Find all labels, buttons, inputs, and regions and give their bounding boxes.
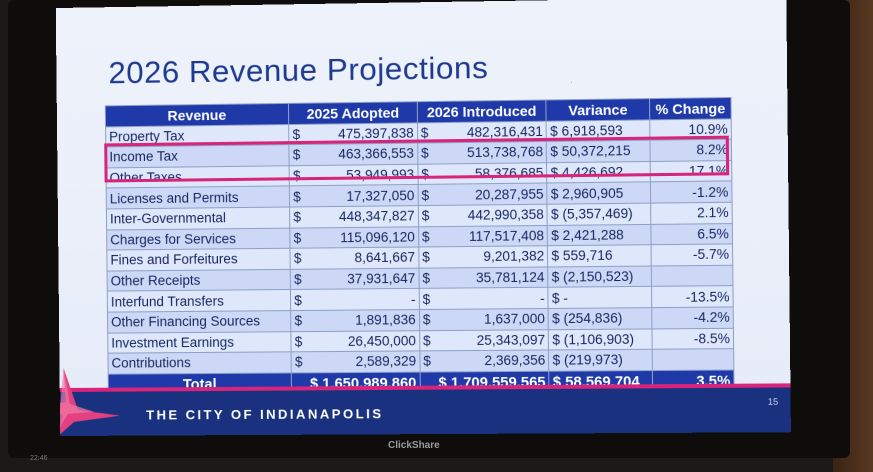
row-pct-change: 8.2% bbox=[650, 139, 732, 161]
row-currency-adopted: $ bbox=[291, 290, 310, 311]
header-2025-adopted: 2025 Adopted bbox=[289, 102, 418, 124]
row-variance: $ (254,836) bbox=[548, 308, 652, 330]
row-pct-change: 10.9% bbox=[650, 118, 732, 140]
row-name: Investment Earnings bbox=[108, 331, 292, 353]
row-currency-adopted: $ bbox=[291, 310, 310, 331]
row-variance: $ 559,716 bbox=[548, 245, 652, 267]
row-variance: $ 2,960,905 bbox=[547, 182, 651, 204]
row-currency-adopted: $ bbox=[290, 186, 309, 207]
row-variance: $ 6,918,593 bbox=[546, 119, 650, 141]
row-currency-introduced: $ bbox=[417, 143, 436, 164]
row-introduced: - bbox=[438, 288, 549, 310]
row-name: Other Financing Sources bbox=[107, 311, 291, 333]
row-introduced: 1,637,000 bbox=[438, 308, 549, 330]
row-currency-adopted: $ bbox=[290, 227, 309, 248]
row-pct-change: -5.7% bbox=[651, 244, 733, 266]
row-introduced: 58,376,685 bbox=[436, 163, 547, 185]
row-adopted: 1,891,836 bbox=[309, 309, 419, 331]
row-currency-introduced: $ bbox=[418, 205, 437, 226]
row-variance: $ (219,973) bbox=[549, 349, 653, 371]
row-pct-change: -8.5% bbox=[652, 328, 734, 350]
slide-title: 2026 Revenue Projections bbox=[108, 50, 488, 92]
header-pct-change: % Change bbox=[650, 98, 732, 120]
row-pct-change bbox=[651, 265, 733, 287]
row-currency-introduced: $ bbox=[418, 164, 437, 185]
row-name: Other Receipts bbox=[107, 269, 291, 291]
row-pct-change: 17.1% bbox=[650, 160, 732, 182]
row-name: Contributions bbox=[108, 352, 292, 374]
row-pct-change: 2.1% bbox=[651, 202, 733, 224]
row-pct-change: -4.2% bbox=[652, 307, 734, 329]
revenue-table: Revenue 2025 Adopted 2026 Introduced Var… bbox=[105, 97, 735, 397]
row-pct-change: -13.5% bbox=[652, 286, 734, 308]
row-introduced: 25,343,097 bbox=[438, 329, 549, 351]
table-body: Property Tax $475,397,838 $482,316,431 $ 6,… bbox=[106, 118, 734, 373]
row-adopted: 26,450,000 bbox=[310, 330, 420, 352]
row-currency-introduced: $ bbox=[419, 309, 438, 330]
row-pct-change: -1.2% bbox=[650, 181, 732, 203]
star-logo-icon bbox=[56, 364, 125, 436]
row-currency-introduced: $ bbox=[419, 247, 438, 268]
row-introduced: 2,369,356 bbox=[438, 350, 549, 372]
row-adopted: 448,347,827 bbox=[308, 206, 418, 228]
row-adopted: 37,931,647 bbox=[309, 268, 419, 290]
header-variance: Variance bbox=[546, 99, 650, 121]
row-currency-introduced: $ bbox=[419, 330, 438, 351]
row-currency-introduced: $ bbox=[418, 185, 437, 206]
row-name: Property Tax bbox=[106, 124, 290, 147]
header-2026-introduced: 2026 Introduced bbox=[417, 100, 546, 123]
row-name: Charges for Services bbox=[107, 228, 291, 251]
row-variance: $ 4,426,692 bbox=[547, 161, 651, 183]
row-variance: $ - bbox=[548, 287, 652, 309]
row-variance: $ (1,106,903) bbox=[549, 328, 653, 350]
row-currency-adopted: $ bbox=[289, 145, 308, 166]
row-currency-introduced: $ bbox=[418, 226, 437, 247]
city-name: THE CITY OF INDIANAPOLIS bbox=[146, 406, 383, 422]
row-variance: $ 2,421,288 bbox=[548, 224, 652, 246]
row-name: Inter-Governmental bbox=[106, 207, 290, 230]
row-pct-change bbox=[652, 349, 734, 370]
row-currency-introduced: $ bbox=[420, 351, 439, 372]
row-name: Interfund Transfers bbox=[107, 290, 291, 312]
row-introduced: 35,781,124 bbox=[437, 267, 548, 289]
row-variance: $ (2,150,523) bbox=[548, 266, 652, 288]
row-adopted: 53,949,993 bbox=[308, 164, 418, 186]
slide-number: 15 bbox=[768, 397, 778, 407]
row-currency-adopted: $ bbox=[291, 352, 310, 373]
row-adopted: 17,327,050 bbox=[308, 185, 418, 207]
presentation-slide: 2026 Revenue Projections Revenue 2025 Ad… bbox=[56, 0, 791, 436]
monitor-bezel: 2026 Revenue Projections Revenue 2025 Ad… bbox=[8, 0, 850, 458]
row-introduced: 482,316,431 bbox=[436, 121, 547, 143]
row-name: Other Taxes bbox=[106, 166, 290, 189]
header-revenue: Revenue bbox=[105, 103, 289, 126]
row-currency-adopted: $ bbox=[290, 248, 309, 269]
row-adopted: 463,366,553 bbox=[308, 143, 418, 165]
row-adopted: 475,397,838 bbox=[308, 122, 418, 144]
row-introduced: 20,287,955 bbox=[437, 183, 548, 205]
row-introduced: 513,738,768 bbox=[436, 142, 547, 164]
row-currency-introduced: $ bbox=[419, 268, 438, 289]
row-currency-adopted: $ bbox=[290, 269, 309, 290]
row-adopted: - bbox=[309, 289, 419, 311]
row-currency-adopted: $ bbox=[289, 124, 308, 145]
row-variance: $ 50,372,215 bbox=[547, 140, 651, 162]
row-introduced: 117,517,408 bbox=[437, 225, 548, 247]
row-pct-change: 6.5% bbox=[651, 223, 733, 245]
row-introduced: 442,990,358 bbox=[437, 204, 548, 226]
row-adopted: 2,589,329 bbox=[310, 351, 420, 373]
row-currency-adopted: $ bbox=[289, 165, 308, 186]
row-currency-introduced: $ bbox=[417, 122, 436, 143]
row-adopted: 115,096,120 bbox=[309, 226, 419, 248]
clickshare-label: ClickShare bbox=[388, 440, 440, 451]
row-name: Fines and Forfeitures bbox=[107, 248, 291, 270]
row-currency-adopted: $ bbox=[290, 207, 309, 228]
corner-clock: 22:46 bbox=[30, 455, 48, 462]
row-introduced: 9,201,382 bbox=[437, 246, 548, 268]
row-name: Income Tax bbox=[106, 145, 290, 168]
row-currency-introduced: $ bbox=[419, 289, 438, 310]
row-currency-adopted: $ bbox=[291, 331, 310, 352]
row-variance: $ (5,357,469) bbox=[547, 203, 651, 225]
row-name: Licenses and Permits bbox=[106, 186, 290, 209]
row-adopted: 8,641,667 bbox=[309, 247, 419, 269]
